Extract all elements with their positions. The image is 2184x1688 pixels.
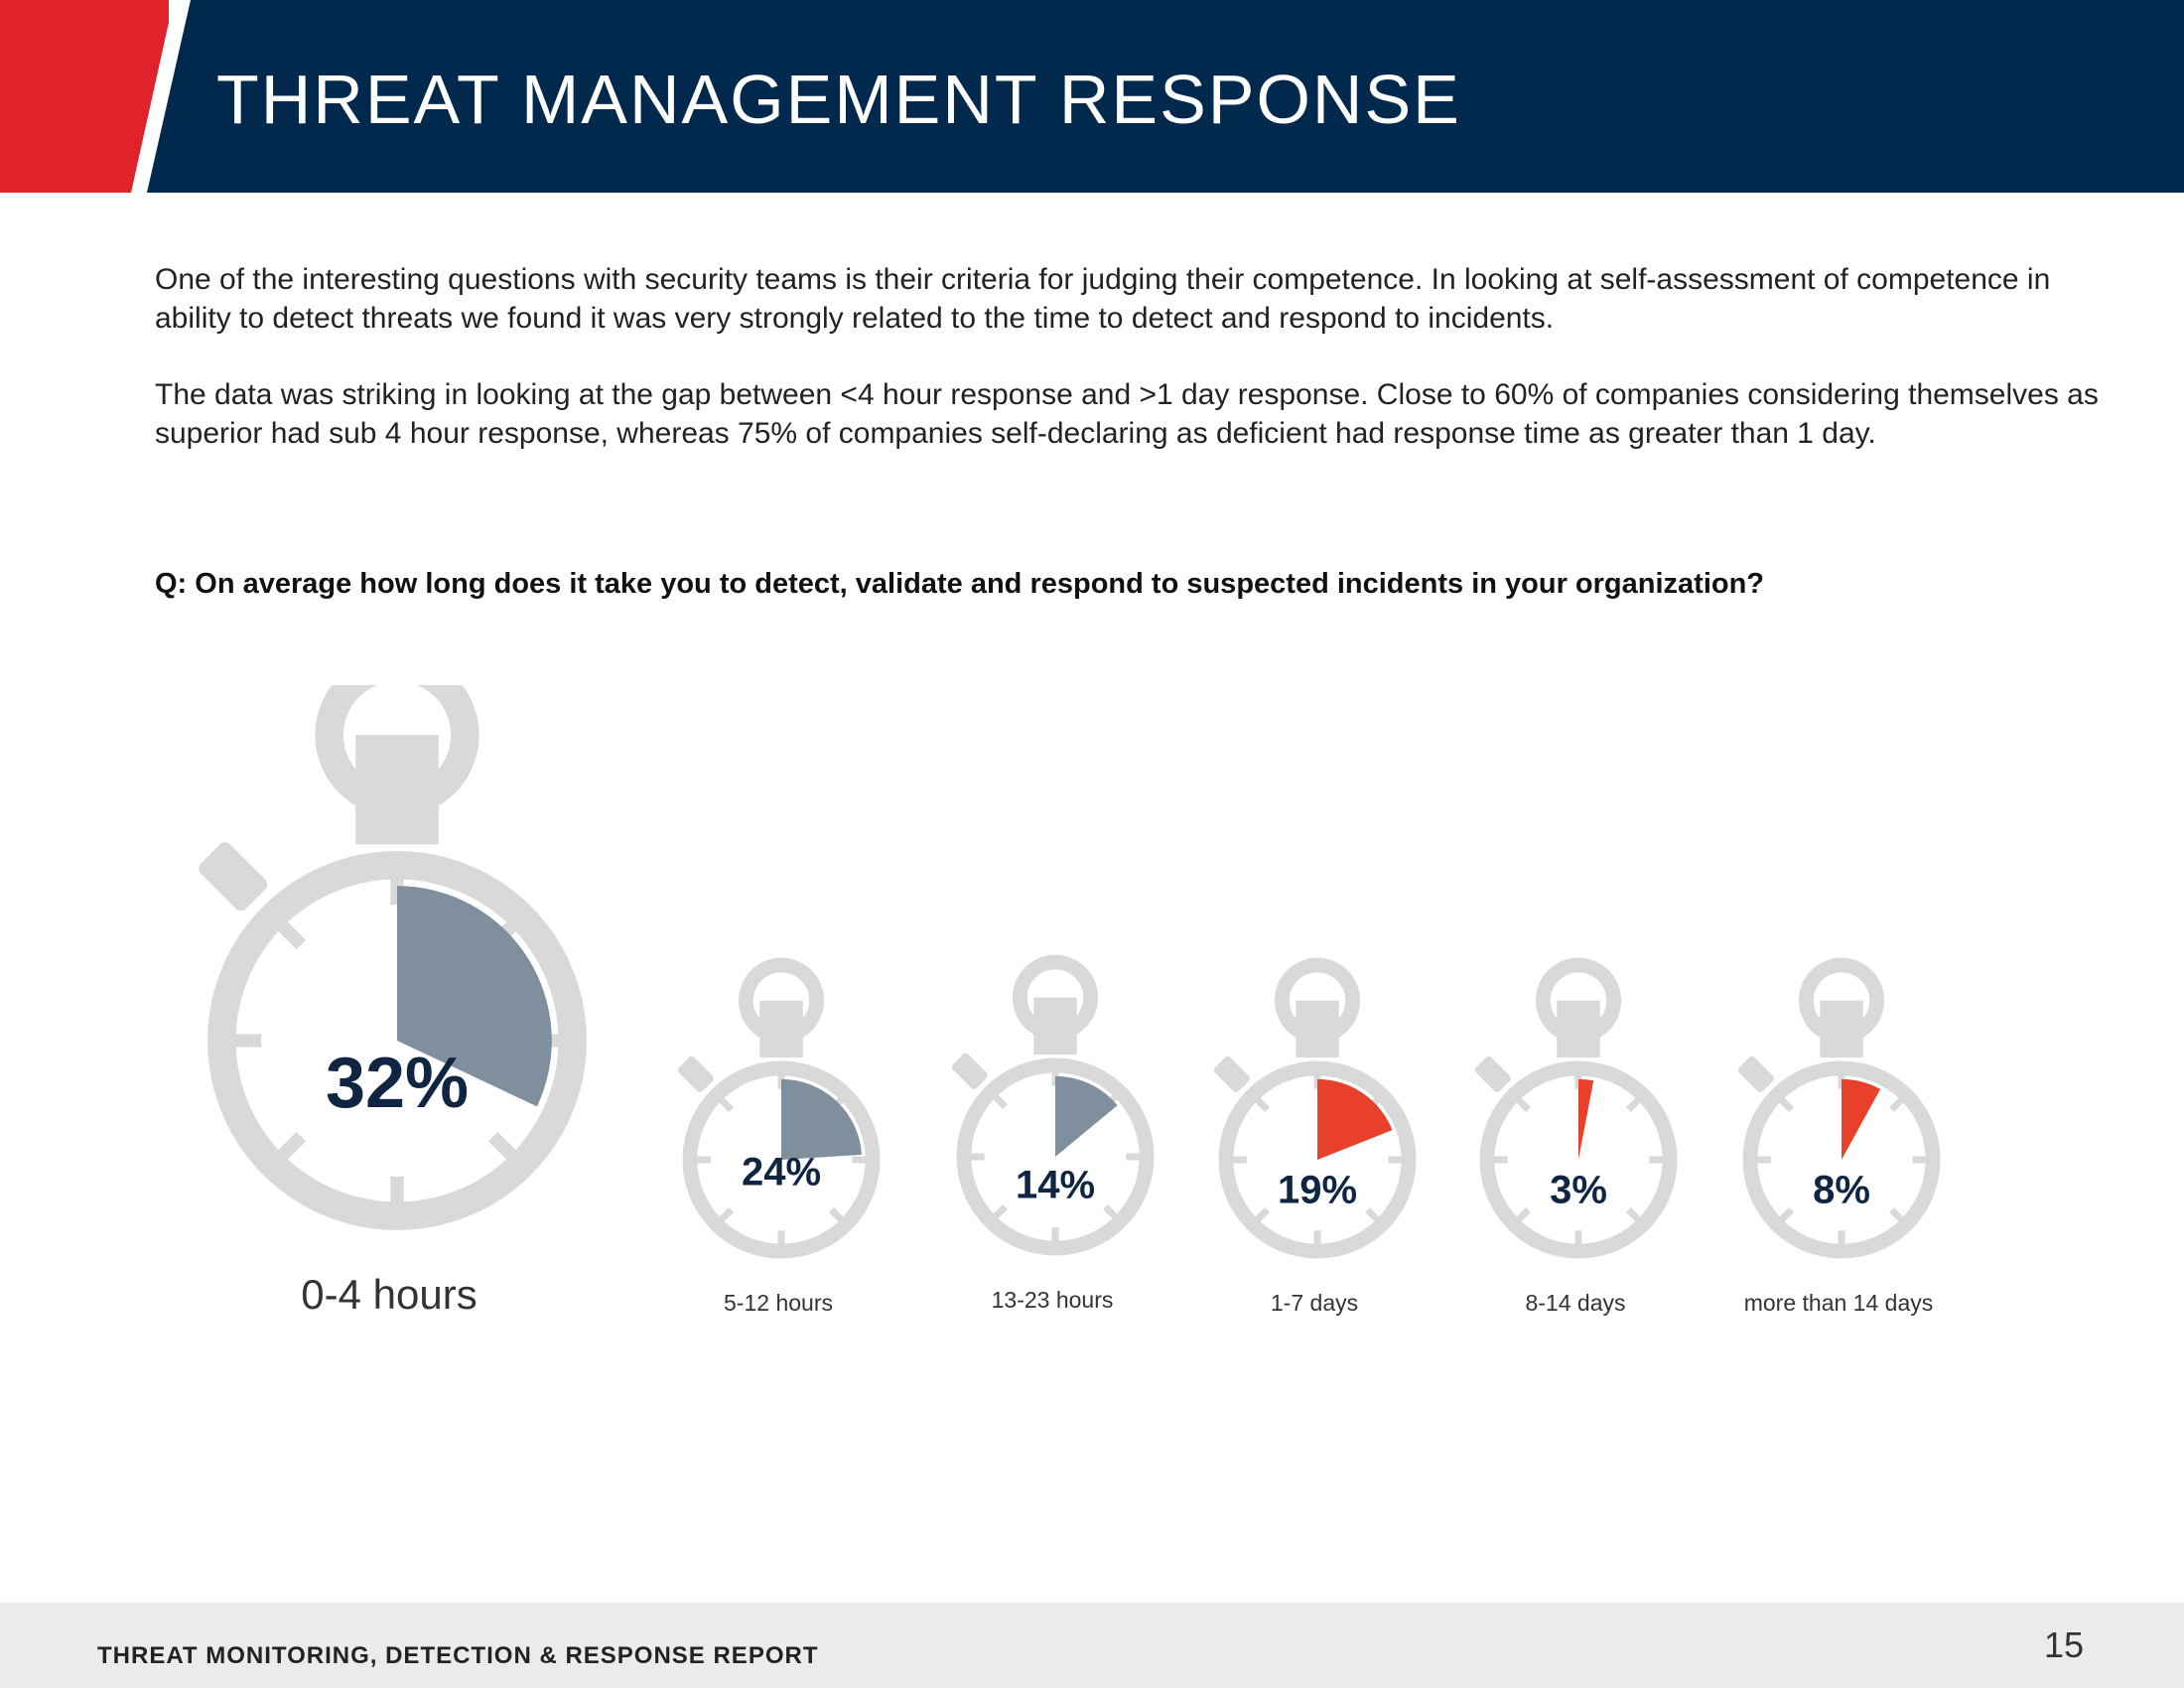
stopwatch-stem <box>355 735 439 845</box>
stopwatch-tick <box>828 1206 844 1222</box>
stopwatch-tick <box>1779 1097 1795 1113</box>
percent-label: 32% <box>326 1044 469 1123</box>
stopwatch-stem <box>759 1000 803 1058</box>
stopwatch-tick <box>1625 1206 1641 1222</box>
stopwatch-tick <box>1888 1206 1904 1222</box>
survey-question: Q: On average how long does it take you … <box>155 568 1765 600</box>
stopwatch-side-button <box>1213 1055 1250 1092</box>
category-label: 1-7 days <box>1271 1290 1358 1316</box>
page-number: 15 <box>2043 1624 2084 1665</box>
category-label: 13-23 hours <box>992 1287 1114 1313</box>
intro-paragraph-1: One of the interesting questions with se… <box>155 263 2051 335</box>
header-banner: THREAT MANAGEMENT RESPONSE <box>0 0 2184 193</box>
intro-text: One of the interesting questions with se… <box>155 260 2101 491</box>
category-label: 8-14 days <box>1525 1290 1625 1316</box>
stopwatch-tick <box>1102 1203 1118 1219</box>
pie-slice-more-than-14-days <box>1842 1078 1881 1160</box>
stopwatch-tick <box>1888 1097 1904 1113</box>
stopwatch: 8% more than 14 days <box>1737 957 1941 1316</box>
intro-paragraph-2: The data was striking in looking at the … <box>155 378 2099 450</box>
footer-title: THREAT MONITORING, DETECTION & RESPONSE … <box>97 1642 819 1669</box>
percent-label: 19% <box>1278 1169 1357 1212</box>
percent-label: 14% <box>1016 1164 1095 1207</box>
stopwatch: 19% 1-7 days <box>1213 957 1417 1316</box>
pie-slice-5-12-hours <box>781 1078 863 1160</box>
header-navy-band <box>147 0 2184 193</box>
stopwatch: 24% 5-12 hours <box>677 957 881 1316</box>
stopwatch-side-button <box>1737 1055 1774 1092</box>
percent-label: 24% <box>742 1151 821 1195</box>
stopwatch-tick <box>1255 1206 1271 1222</box>
category-label: 5-12 hours <box>724 1290 833 1316</box>
stopwatch-stem <box>1033 997 1077 1055</box>
stopwatch-side-button <box>951 1053 988 1089</box>
pie-slice-13-23-hours <box>1055 1075 1118 1157</box>
stopwatch-tick <box>1625 1097 1641 1113</box>
stopwatch-tick <box>993 1203 1009 1219</box>
stopwatch-tick <box>277 920 306 949</box>
stopwatch-side-button <box>199 842 268 912</box>
stopwatch-tick <box>719 1097 735 1113</box>
stopwatch-tick <box>488 1132 517 1161</box>
header-background <box>0 0 2184 193</box>
stopwatch: 32% 0-4 hours <box>199 685 587 1318</box>
stopwatch: 14% 13-23 hours <box>951 954 1155 1313</box>
percent-label: 3% <box>1550 1169 1607 1212</box>
pie-slice-8-14-days <box>1578 1078 1594 1160</box>
stopwatch-tick <box>1516 1206 1532 1222</box>
stopwatch-stem <box>1557 1000 1600 1058</box>
stopwatch-tick <box>719 1206 735 1222</box>
page-title: THREAT MANAGEMENT RESPONSE <box>216 61 1461 138</box>
stopwatch-side-button <box>1474 1055 1511 1092</box>
stopwatch-tick <box>1364 1206 1380 1222</box>
pie-slice-1-7-days <box>1317 1078 1393 1160</box>
stopwatch-tick <box>277 1132 306 1161</box>
category-label: more than 14 days <box>1744 1290 1934 1316</box>
stopwatch-tick <box>1255 1097 1271 1113</box>
percent-label: 8% <box>1813 1169 1870 1212</box>
header-white-stripe <box>131 0 194 193</box>
category-label: 0-4 hours <box>301 1271 477 1318</box>
stopwatch-tick <box>1779 1206 1795 1222</box>
stopwatch-stem <box>1820 1000 1863 1058</box>
stopwatch-side-button <box>677 1055 714 1092</box>
stopwatch-stem <box>1296 1000 1339 1058</box>
pie-slice-0-4-hours <box>397 886 552 1107</box>
footer: THREAT MONITORING, DETECTION & RESPONSE … <box>0 1603 2184 1688</box>
stopwatch-tick <box>993 1094 1009 1110</box>
stopwatch: 3% 8-14 days <box>1474 957 1678 1316</box>
stopwatch-tick <box>1516 1097 1532 1113</box>
